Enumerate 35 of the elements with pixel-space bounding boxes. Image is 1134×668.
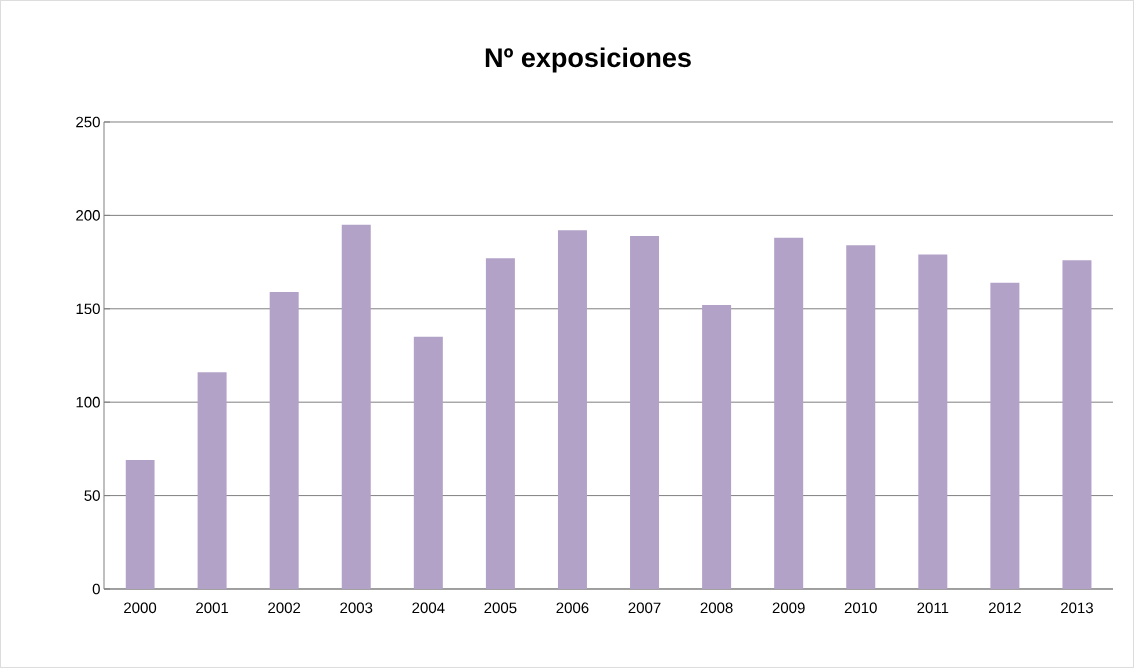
x-tick-label: 2009 xyxy=(772,602,805,614)
bar xyxy=(846,245,876,589)
bar xyxy=(918,254,948,589)
bar xyxy=(341,224,371,589)
x-tick-label: 2003 xyxy=(340,602,373,614)
y-tick-label: 0 xyxy=(92,583,100,595)
x-tick-label: 2004 xyxy=(412,602,445,614)
bar xyxy=(485,258,515,589)
bar xyxy=(990,282,1020,589)
x-tick-label: 2000 xyxy=(124,602,157,614)
bar xyxy=(1062,260,1092,589)
bar xyxy=(557,230,587,589)
x-tick-label: 2005 xyxy=(484,602,517,614)
bar xyxy=(197,372,227,589)
x-tick-label: 2007 xyxy=(628,602,661,614)
bar xyxy=(269,291,299,589)
y-tick-label: 200 xyxy=(76,210,100,221)
x-tick-label: 2012 xyxy=(988,602,1021,614)
y-tick-label: 100 xyxy=(76,396,100,408)
x-tick-label: 2008 xyxy=(700,602,733,614)
x-tick-label: 2010 xyxy=(844,602,877,614)
bar xyxy=(702,305,732,589)
chart-title: Nº exposiciones xyxy=(485,47,691,73)
x-tick-label: 2006 xyxy=(556,602,589,614)
bar xyxy=(413,336,443,589)
x-tick-label: 2011 xyxy=(917,602,949,614)
y-tick-label: 250 xyxy=(76,116,100,128)
x-tick-label: 2001 xyxy=(196,602,229,614)
y-tick-label: 50 xyxy=(84,490,100,501)
x-tick-label: 2013 xyxy=(1061,602,1093,614)
x-tick-label: 2002 xyxy=(268,602,301,614)
bar xyxy=(125,460,155,589)
bar xyxy=(774,237,804,589)
bar xyxy=(630,235,660,589)
y-tick-label: 150 xyxy=(76,303,100,315)
